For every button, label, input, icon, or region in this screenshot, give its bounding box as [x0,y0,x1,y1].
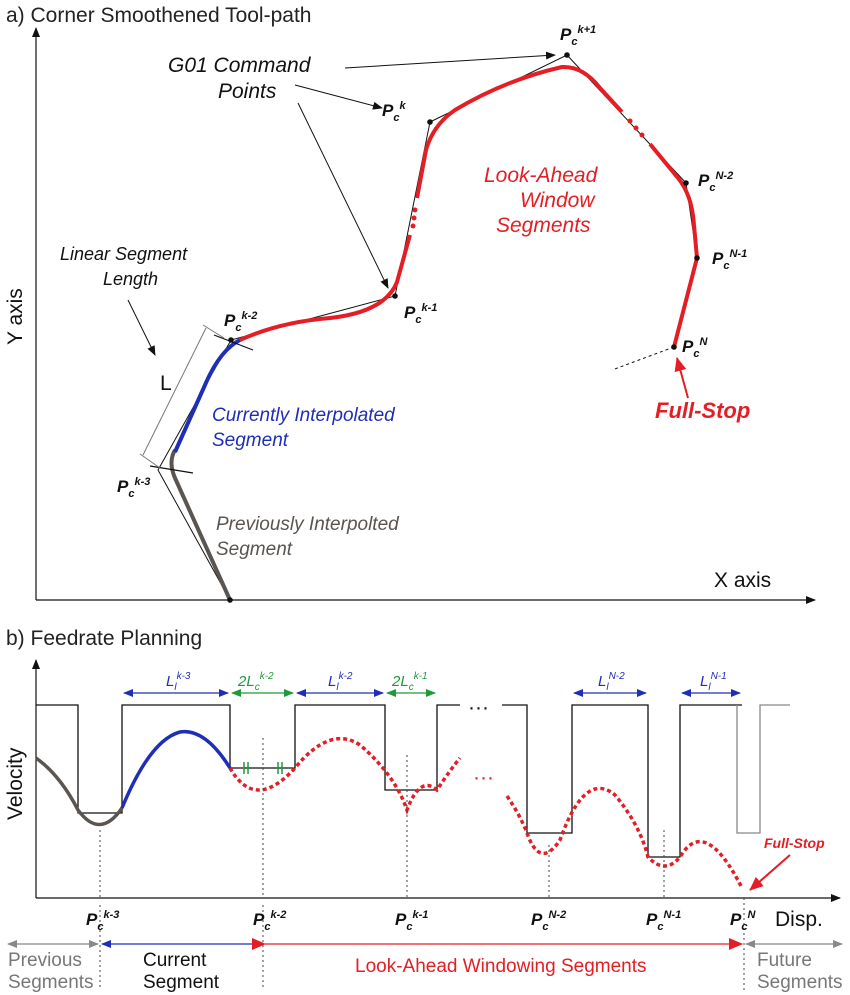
gap-dot-b1 [627,118,633,124]
previous-segment-curve [169,448,232,601]
full-stop-arrow-b [749,854,791,891]
g01-arrow-k1 [297,102,389,289]
panel-a-x-axis-label: X axis [714,569,771,592]
label-pc-k1: Pck-1 [404,302,437,326]
g01-arrow-k [294,84,383,110]
lookahead-label-line2: Window [520,189,596,212]
panel-b-x-axis-label: Disp. [775,908,823,931]
current-label-line2: Segment [212,430,289,451]
tick-pc-n: PcN [730,909,756,933]
g01-label-line1: G01 Command [168,54,312,77]
velocity-previous [34,756,124,827]
label-pc-kplus1: Pck+1 [560,24,596,48]
label-pc-n2: PcN-2 [698,170,733,194]
gap-dot-b2 [633,125,639,131]
velocity-lookahead-2 [505,786,744,889]
ellipsis-red: ··· [473,766,494,789]
feed-limit-profile-2 [502,704,742,858]
velocity-lookahead-1 [228,736,462,816]
full-stop-label-b: Full-Stop [764,835,825,851]
lookahead-curve-1 [239,234,412,342]
future-limit-profile [736,704,790,834]
tick-pc-k1: Pck-1 [395,909,428,933]
bottom-previous-line1: Previous [8,950,82,971]
point-pc-n1 [694,255,700,261]
length-symbol: L [160,372,172,395]
tick-k3 [149,465,194,474]
point-pc-k1 [392,293,398,299]
label-pc-k2: Pck-2 [224,310,257,334]
seg-label-ln1: LlN-1 [700,671,727,693]
start-point [227,597,233,603]
tick-pc-k3: Pck-3 [86,909,119,933]
g01-label-line2: Points [218,80,277,103]
panel-b-title: b) Feedrate Planning [6,627,202,650]
bottom-current-line1: Current [143,950,207,971]
seg-label-2lck2: 2Lck-2 [237,671,274,693]
seg-label-lk2: Llk-2 [328,671,353,693]
feed-limit-profile-1 [36,704,460,814]
lookahead-curve-2 [415,64,624,199]
tick-pc-k2: Pck-2 [253,909,286,933]
label-pc-n: PcN [682,336,708,360]
point-pc-k [427,119,433,125]
future-polygon-dashed [611,346,675,371]
tick-k2 [213,334,254,351]
bottom-future-line2: Segments [757,972,843,993]
point-pc-n2 [683,180,689,186]
linear-label-line1: Linear Segment [60,244,188,264]
lookahead-curve-3 [648,142,700,348]
length-dim-tick-1 [139,453,161,469]
point-pc-k1plus [564,52,570,58]
velocity-current [120,729,232,809]
tick-pc-n2: PcN-2 [531,909,566,933]
seg-label-lk3: Llk-3 [166,671,191,693]
bottom-lookahead: Look-Ahead Windowing Segments [355,956,647,977]
gap-dot-b3 [639,132,645,138]
point-pc-n [671,344,677,350]
bottom-previous-line2: Segments [8,972,94,993]
length-dimension-line [142,327,207,456]
gap-dot-a2 [411,215,417,221]
bottom-future-line1: Future [757,950,812,971]
previous-label-line1: Previously Interpolted [216,514,400,535]
current-segment-curve [173,338,241,453]
g01-arrow-kplus1 [344,51,556,69]
label-pc-k: Pck [382,100,406,124]
point-pc-k2 [228,337,234,343]
label-pc-n1: PcN-1 [712,248,747,272]
previous-label-line2: Segment [216,539,293,560]
lookahead-label-line3: Segments [496,214,591,237]
lookahead-label-line1: Look-Ahead [484,164,599,187]
seg-label-2lck1: 2Lck-1 [391,671,428,693]
seg-label-ln2: LlN-2 [598,671,625,693]
label-pc-k3: Pck-3 [117,476,150,500]
bottom-current-line2: Segment [143,972,220,993]
panel-b-y-axis-label: Velocity [4,747,27,820]
linear-label-arrow [127,299,156,356]
panel-a-title: a) Corner Smoothened Tool-path [6,4,311,27]
full-stop-label-a: Full-Stop [655,398,750,423]
gap-dot-a1 [410,223,416,229]
linear-label-line2: Length [103,269,158,289]
gap-dot-a3 [412,207,418,213]
full-stop-arrow-a [674,357,689,399]
panel-a-y-axis-label: Y axis [4,288,27,345]
ellipsis-top: ··· [468,696,489,719]
current-label-line1: Currently Interpolated [212,405,396,426]
length-dim-tick-2 [202,324,225,339]
tick-pc-n1: PcN-1 [646,909,681,933]
